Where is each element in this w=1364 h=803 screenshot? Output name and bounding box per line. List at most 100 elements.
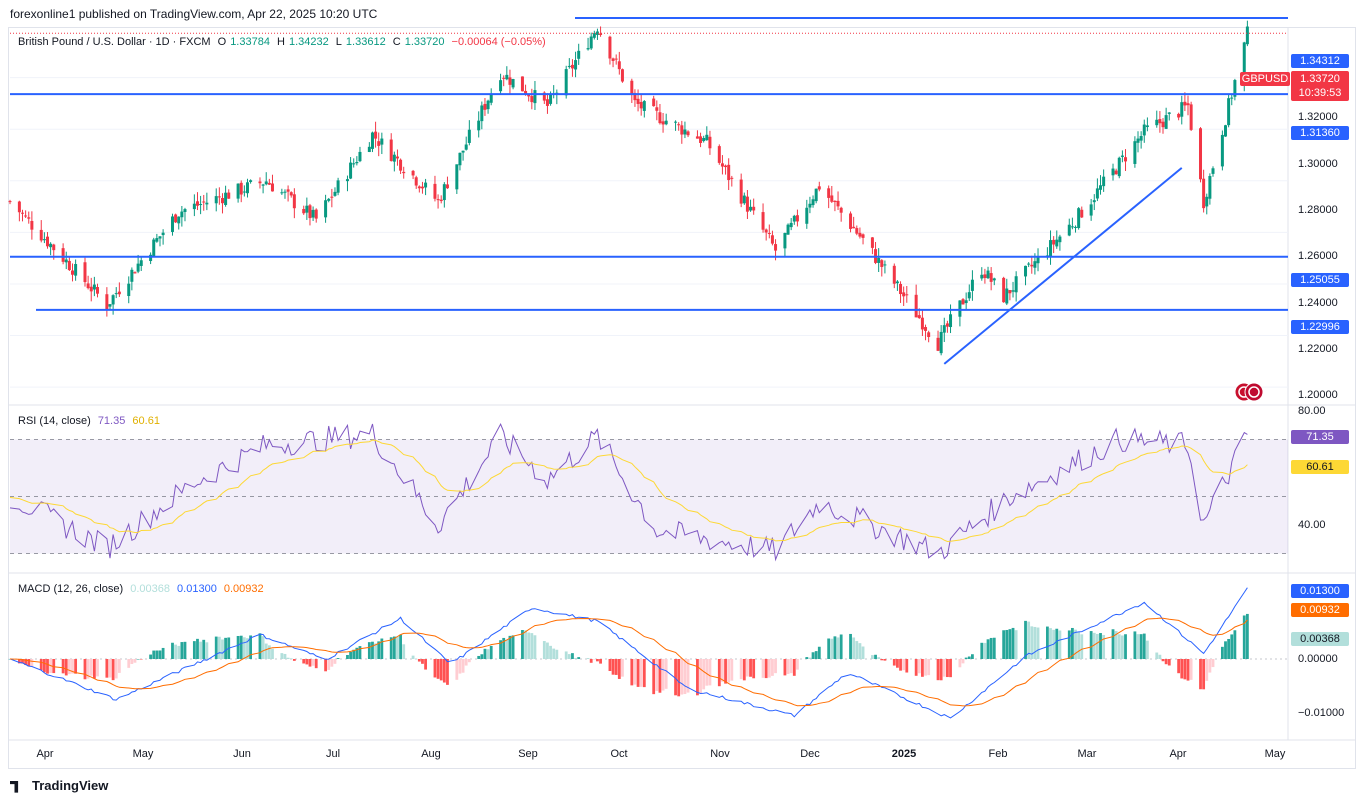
- macd-histogram-bar: [149, 654, 153, 659]
- candle-body: [1189, 104, 1193, 130]
- candle-body: [927, 332, 931, 338]
- macd-histogram-bar: [396, 636, 399, 659]
- macd-histogram-bar: [1186, 659, 1190, 681]
- candle-body: [280, 192, 284, 194]
- brand-text: TradingView: [32, 778, 109, 793]
- macd-histogram-bar: [105, 659, 109, 678]
- macd-histogram-bar: [705, 659, 709, 686]
- macd-histogram-bar: [380, 638, 384, 659]
- candle-body: [480, 105, 484, 122]
- candle-body: [774, 244, 778, 251]
- macd-histogram-bar: [24, 659, 28, 666]
- candle-body: [64, 259, 68, 263]
- candle-body: [1058, 236, 1062, 243]
- candle-body: [655, 107, 659, 111]
- tradingview-logo[interactable]: TradingView: [10, 778, 108, 793]
- symbol-title[interactable]: British Pound / U.S. Dollar · 1D · FXCM: [18, 36, 211, 48]
- macd-histogram-bar: [817, 646, 821, 659]
- rsi-ma-tag[interactable]: 60.61: [1291, 460, 1349, 474]
- macd-histogram-bar: [1011, 627, 1015, 659]
- level-tag-1[interactable]: 1.34312: [1291, 54, 1349, 68]
- candle-body: [1164, 115, 1168, 129]
- level-tag-4[interactable]: 1.22996: [1291, 320, 1349, 334]
- level-tag-3[interactable]: 1.25055: [1291, 273, 1349, 287]
- candle-body: [483, 103, 487, 110]
- macd-histogram-bar: [927, 659, 931, 676]
- candle-body: [939, 331, 943, 354]
- macd-histogram-bar: [1089, 631, 1093, 659]
- macd-histogram-bar: [477, 655, 481, 659]
- uk-us-flag-icon[interactable]: [1234, 382, 1266, 402]
- level-tag-2[interactable]: 1.31360: [1291, 126, 1349, 140]
- candle-body: [567, 65, 571, 67]
- macd-histogram-bar: [417, 659, 421, 662]
- macd-histogram-bar: [27, 659, 31, 667]
- candle-body: [1024, 265, 1028, 277]
- ohlc-h-label: H: [277, 36, 285, 48]
- hist-tag[interactable]: 0.00368: [1291, 632, 1349, 646]
- macd-histogram-bar: [1220, 646, 1224, 659]
- ticker-tag[interactable]: GBPUSD: [1240, 72, 1290, 86]
- macd-histogram-bar: [1030, 626, 1034, 659]
- rsi-legend[interactable]: RSI (14, close) 71.35 60.61: [18, 415, 164, 427]
- candle-body: [1180, 102, 1184, 117]
- candle-body: [499, 80, 503, 92]
- candle-body: [1186, 103, 1190, 106]
- macd-histogram-bar: [289, 658, 293, 659]
- macd-histogram-bar: [677, 659, 681, 697]
- macd-histogram-bar: [946, 659, 949, 678]
- macd-histogram-bar: [1024, 620, 1027, 659]
- macd-histogram-bar: [592, 659, 596, 660]
- macd-tag[interactable]: 0.01300: [1291, 584, 1349, 598]
- price-tick: 1.26000: [1298, 250, 1338, 262]
- macd-histogram-bar: [39, 659, 43, 671]
- macd-line: [9, 587, 1248, 719]
- macd-histogram-bar: [892, 659, 896, 666]
- macd-histogram-bar: [214, 636, 218, 659]
- candle-body: [614, 58, 618, 60]
- macd-histogram-bar: [792, 659, 796, 676]
- macd-histogram-bar: [630, 659, 634, 686]
- rsi-tag[interactable]: 71.35: [1291, 430, 1349, 444]
- macd-histogram-bar: [614, 659, 618, 675]
- macd-histogram-bar: [1080, 634, 1084, 659]
- candle-body: [745, 196, 749, 212]
- macd-histogram-bar: [721, 659, 724, 682]
- macd-histogram-bar: [1158, 654, 1162, 659]
- ohlc-open: 1.33784: [230, 36, 270, 48]
- macd-histogram-bar: [483, 648, 487, 659]
- signal-tag[interactable]: 0.00932: [1291, 603, 1349, 617]
- candle-body: [445, 184, 449, 189]
- current-price-tag[interactable]: 1.33720 10:39:53: [1291, 71, 1349, 101]
- candle-body: [858, 232, 862, 237]
- candle-body: [302, 208, 306, 214]
- candle-body: [336, 180, 340, 193]
- macd-histogram-bar: [942, 659, 946, 677]
- macd-histogram-bar: [683, 659, 687, 695]
- macd-legend[interactable]: MACD (12, 26, close) 0.00368 0.01300 0.0…: [18, 583, 268, 595]
- candle-body: [892, 265, 896, 284]
- candle-body: [936, 337, 940, 351]
- candle-body: [652, 98, 656, 107]
- macd-histogram-bar: [1145, 640, 1149, 659]
- candle-body: [267, 182, 271, 185]
- macd-histogram-bar: [1114, 631, 1118, 659]
- macd-histogram-bar: [936, 659, 940, 681]
- macd-histogram-bar: [967, 656, 971, 659]
- macd-histogram-bar: [174, 644, 178, 659]
- macd-histogram-bar: [855, 641, 859, 659]
- candle-body: [242, 191, 246, 193]
- candle-body: [1139, 136, 1143, 141]
- ohlc-high: 1.34232: [288, 36, 329, 48]
- macd-histogram-bar: [21, 659, 24, 664]
- candle-body: [661, 121, 665, 125]
- candle-body: [589, 36, 593, 49]
- macd-histogram-bar: [680, 659, 684, 695]
- macd-histogram-bar: [805, 657, 809, 659]
- macd-histogram-bar: [1008, 629, 1012, 659]
- candle-body: [980, 274, 984, 279]
- candle-body: [789, 222, 793, 228]
- candle-body: [817, 186, 821, 190]
- candle-body: [83, 262, 87, 283]
